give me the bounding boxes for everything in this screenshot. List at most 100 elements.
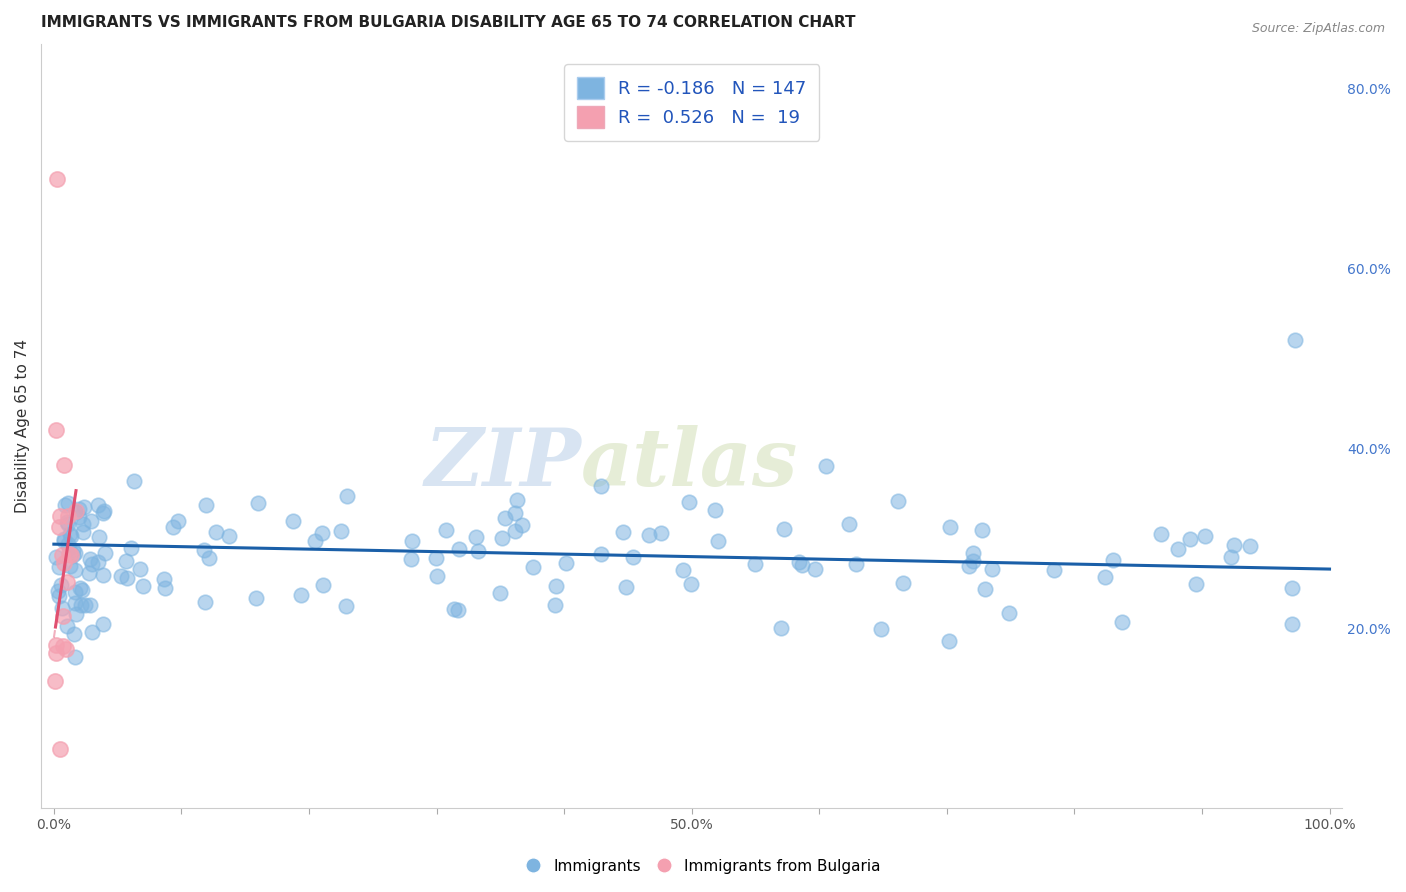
Point: [45, 423, 67, 437]
Point: [82, 625, 104, 640]
Point: [510, 517, 533, 532]
Point: [131, 579, 153, 593]
Point: [970, 523, 993, 537]
Point: [1194, 529, 1216, 543]
Point: [153, 572, 176, 586]
Point: [58, 547, 80, 561]
Point: [72, 524, 94, 539]
Point: [245, 591, 267, 606]
Point: [744, 558, 766, 572]
Point: [65, 505, 87, 519]
Legend: Immigrants, Immigrants from Bulgaria: Immigrants, Immigrants from Bulgaria: [520, 853, 886, 880]
Point: [503, 506, 526, 520]
Point: [1281, 581, 1303, 595]
Point: [91, 567, 114, 582]
Point: [70, 582, 93, 597]
Point: [73, 500, 96, 515]
Point: [51, 601, 73, 615]
Text: ZIP: ZIP: [425, 425, 581, 503]
Point: [1239, 539, 1261, 553]
Point: [447, 541, 470, 556]
Point: [51, 548, 73, 562]
Point: [51, 577, 73, 591]
Point: [52, 608, 75, 623]
Point: [1180, 532, 1202, 546]
Point: [838, 517, 860, 532]
Point: [62, 548, 84, 562]
Point: [443, 602, 465, 616]
Point: [194, 595, 217, 609]
Point: [506, 493, 529, 508]
Point: [128, 562, 150, 576]
Point: [467, 543, 489, 558]
Point: [56, 618, 79, 632]
Point: [49, 508, 72, 523]
Point: [612, 525, 634, 540]
Point: [94, 546, 117, 560]
Point: [45, 550, 67, 565]
Point: [65, 596, 87, 610]
Point: [290, 588, 312, 602]
Point: [962, 546, 984, 560]
Point: [938, 634, 960, 648]
Point: [544, 579, 567, 593]
Point: [155, 581, 177, 595]
Point: [52, 639, 75, 653]
Point: [401, 534, 423, 549]
Point: [110, 568, 132, 582]
Point: [1281, 616, 1303, 631]
Point: [1111, 615, 1133, 629]
Point: [48, 589, 70, 603]
Point: [706, 534, 728, 549]
Point: [52, 532, 75, 546]
Point: [48, 560, 70, 574]
Point: [1094, 570, 1116, 584]
Point: [489, 586, 512, 600]
Point: [304, 534, 326, 549]
Point: [91, 616, 114, 631]
Point: [769, 621, 792, 635]
Point: [1284, 334, 1306, 348]
Point: [218, 528, 240, 542]
Point: [56, 574, 79, 589]
Point: [772, 523, 794, 537]
Point: [787, 555, 810, 569]
Point: [77, 566, 100, 580]
Point: [59, 527, 82, 541]
Point: [555, 557, 578, 571]
Point: [63, 649, 86, 664]
Point: [45, 638, 67, 652]
Text: Source: ZipAtlas.com: Source: ZipAtlas.com: [1251, 22, 1385, 36]
Point: [886, 494, 908, 508]
Point: [55, 641, 77, 656]
Point: [56, 496, 79, 510]
Point: [962, 554, 984, 568]
Point: [60, 529, 83, 543]
Point: [1185, 577, 1208, 591]
Point: [62, 543, 84, 558]
Point: [246, 496, 269, 510]
Point: [59, 548, 82, 562]
Legend: R = -0.186   N = 147, R =  0.526   N =  19: R = -0.186 N = 147, R = 0.526 N = 19: [564, 64, 820, 141]
Text: IMMIGRANTS VS IMMIGRANTS FROM BULGARIA DISABILITY AGE 65 TO 74 CORRELATION CHART: IMMIGRANTS VS IMMIGRANTS FROM BULGARIA D…: [41, 15, 856, 30]
Point: [329, 524, 352, 538]
Point: [614, 580, 637, 594]
Point: [425, 550, 447, 565]
Point: [494, 511, 516, 525]
Point: [63, 563, 86, 577]
Point: [1223, 538, 1246, 552]
Point: [48, 520, 70, 534]
Point: [86, 498, 108, 512]
Point: [58, 509, 80, 524]
Point: [335, 599, 357, 613]
Point: [53, 458, 76, 472]
Point: [65, 607, 87, 621]
Point: [53, 498, 76, 512]
Text: atlas: atlas: [581, 425, 799, 503]
Point: [522, 560, 544, 574]
Point: [336, 489, 359, 503]
Point: [621, 549, 644, 564]
Point: [544, 598, 567, 612]
Point: [678, 495, 700, 509]
Point: [650, 526, 672, 541]
